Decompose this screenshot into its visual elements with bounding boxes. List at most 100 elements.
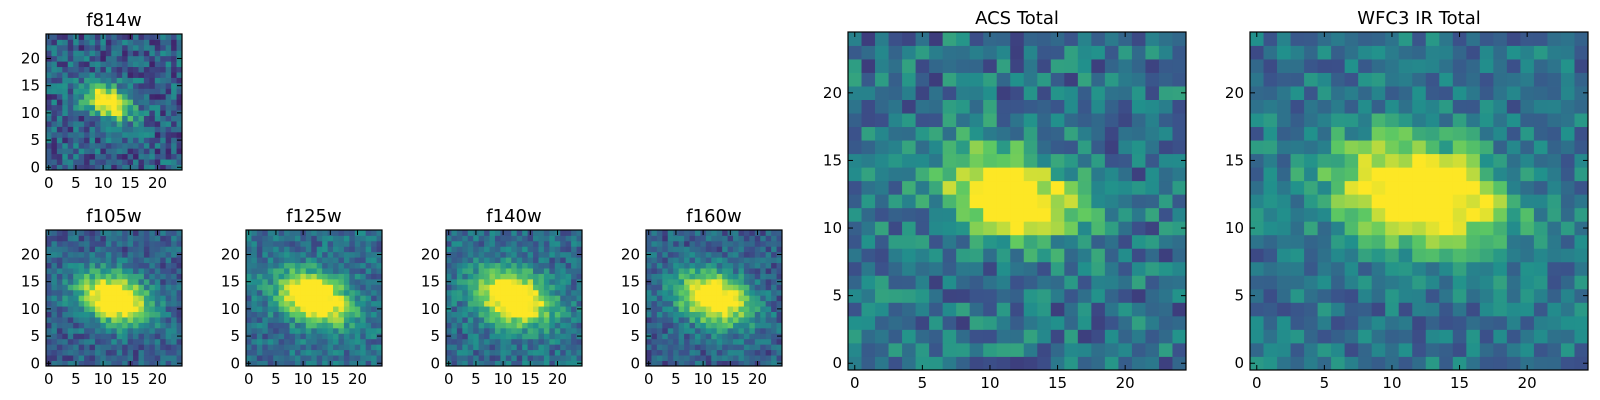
pixel-cell: [122, 153, 128, 160]
pixel-cell: [765, 344, 772, 351]
pixel-cell: [1452, 59, 1467, 73]
pixel-cell: [89, 121, 96, 127]
pixel-cell: [349, 322, 356, 329]
pixel-cell: [160, 327, 167, 334]
pixel-cell: [246, 349, 252, 356]
pixel-cell: [538, 257, 545, 264]
pixel-cell: [1050, 288, 1065, 303]
pixel-cell: [62, 306, 69, 312]
pixel-cell: [133, 344, 139, 351]
pixel-cell: [1023, 32, 1038, 46]
pixel-cell: [689, 251, 696, 258]
pixel-cell: [983, 248, 998, 263]
pixel-cell: [1145, 32, 1160, 46]
pixel-cell: [1304, 221, 1318, 236]
x-tick-label: 0: [44, 370, 54, 388]
pixel-cell: [722, 268, 728, 274]
pixel-cell: [1091, 99, 1106, 114]
pixel-cell: [771, 338, 777, 345]
pixel-cell: [311, 251, 318, 258]
pixel-cell: [143, 257, 150, 264]
pixel-cell: [160, 284, 167, 291]
pixel-cell: [646, 235, 652, 242]
pixel-cell: [46, 344, 52, 351]
pixel-cell: [300, 262, 307, 269]
pixel-cell: [1277, 356, 1291, 371]
pixel-cell: [56, 327, 63, 334]
pixel-cell: [983, 126, 998, 141]
pixel-cell: [165, 300, 172, 307]
pixel-cell: [646, 246, 652, 253]
pixel-cell: [1506, 140, 1521, 155]
pixel-cell: [1560, 153, 1575, 168]
pixel-cell: [451, 246, 458, 253]
pixel-cell: [143, 104, 150, 111]
pixel-cell: [776, 289, 783, 296]
pixel-cell: [1037, 126, 1052, 141]
pixel-cell: [116, 131, 123, 138]
pixel-cell: [451, 333, 458, 340]
pixel-cell: [667, 273, 674, 280]
pixel-cell: [176, 262, 183, 269]
pixel-cell: [1304, 207, 1318, 222]
pixel-cell: [160, 360, 167, 367]
pixel-cell: [983, 72, 998, 87]
pixel-cell: [338, 300, 345, 307]
pixel-cell: [1158, 180, 1173, 195]
pixel-cell: [1560, 126, 1575, 141]
pixel-cell: [111, 300, 118, 307]
pixel-cell: [78, 88, 85, 95]
pixel-cell: [105, 137, 112, 144]
pixel-cell: [133, 311, 139, 318]
y-tick-label: 15: [21, 77, 40, 95]
pixel-cell: [915, 194, 930, 209]
pixel-cell: [646, 273, 652, 280]
pixel-cell: [51, 278, 58, 285]
pixel-cell: [571, 230, 577, 236]
pixel-cell: [84, 355, 90, 361]
y-tick-label: 0: [1234, 354, 1244, 372]
pixel-cell: [716, 230, 723, 236]
pixel-cell: [689, 317, 696, 323]
pixel-cell: [1131, 248, 1146, 263]
pixel-cell: [1506, 32, 1521, 46]
pixel-cell: [716, 311, 723, 318]
pixel-cell: [915, 356, 930, 371]
pixel-cell: [365, 230, 372, 236]
pixel-cell: [338, 257, 345, 264]
pixel-cell: [749, 333, 756, 340]
pixel-cell: [165, 306, 172, 312]
pixel-cell: [316, 235, 323, 242]
pixel-cell: [343, 300, 350, 307]
pixel-cell: [333, 262, 339, 269]
pixel-cell: [560, 322, 567, 329]
x-tick-label: 15: [721, 370, 740, 388]
pixel-cell: [1412, 315, 1427, 330]
pixel-cell: [67, 284, 74, 291]
pixel-cell: [116, 246, 123, 253]
pixel-cell: [694, 295, 701, 302]
pixel-cell: [154, 104, 161, 111]
pixel-cell: [527, 284, 534, 291]
pixel-cell: [915, 302, 930, 317]
pixel-grid: [46, 230, 183, 367]
pixel-cell: [494, 295, 501, 302]
pixel-cell: [122, 327, 128, 334]
pixel-cell: [1131, 329, 1146, 344]
pixel-cell: [716, 317, 723, 323]
pixel-cell: [160, 300, 167, 307]
axes-frame: [45, 229, 183, 367]
pixel-cell: [78, 246, 85, 253]
pixel-cell: [67, 44, 74, 51]
pixel-cell: [138, 126, 145, 133]
pixel-cell: [165, 289, 172, 296]
pixel-cell: [565, 268, 572, 274]
pixel-cell: [154, 61, 161, 68]
pixel-cell: [89, 131, 96, 138]
pixel-cell: [138, 148, 145, 155]
pixel-cell: [1050, 234, 1065, 249]
pixel-cell: [289, 327, 296, 334]
pixel-cell: [360, 284, 367, 291]
pixel-cell: [143, 300, 150, 307]
pixel-cell: [662, 257, 669, 264]
